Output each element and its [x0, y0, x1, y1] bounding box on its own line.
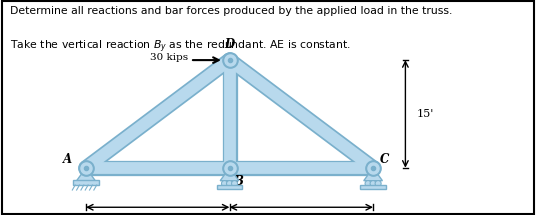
Text: B: B	[233, 175, 243, 188]
Text: 30 kips: 30 kips	[150, 54, 188, 62]
Text: 15': 15'	[416, 109, 434, 119]
Circle shape	[221, 181, 227, 187]
Circle shape	[227, 181, 233, 187]
Bar	[217, 185, 242, 189]
Circle shape	[232, 181, 237, 187]
Circle shape	[375, 181, 381, 187]
Text: Determine all reactions and bar forces produced by the applied load in the truss: Determine all reactions and bar forces p…	[10, 6, 452, 17]
Polygon shape	[364, 168, 382, 181]
Polygon shape	[220, 168, 239, 181]
Polygon shape	[77, 168, 95, 181]
Text: A: A	[63, 153, 72, 166]
Circle shape	[370, 181, 376, 187]
Text: C: C	[380, 153, 390, 166]
Text: D: D	[225, 38, 235, 51]
Circle shape	[365, 181, 371, 187]
Text: Take the vertical reaction $B_y$ as the redundant. AE is constant.: Take the vertical reaction $B_y$ as the …	[10, 39, 351, 55]
Bar	[360, 185, 386, 189]
Bar	[73, 180, 99, 185]
